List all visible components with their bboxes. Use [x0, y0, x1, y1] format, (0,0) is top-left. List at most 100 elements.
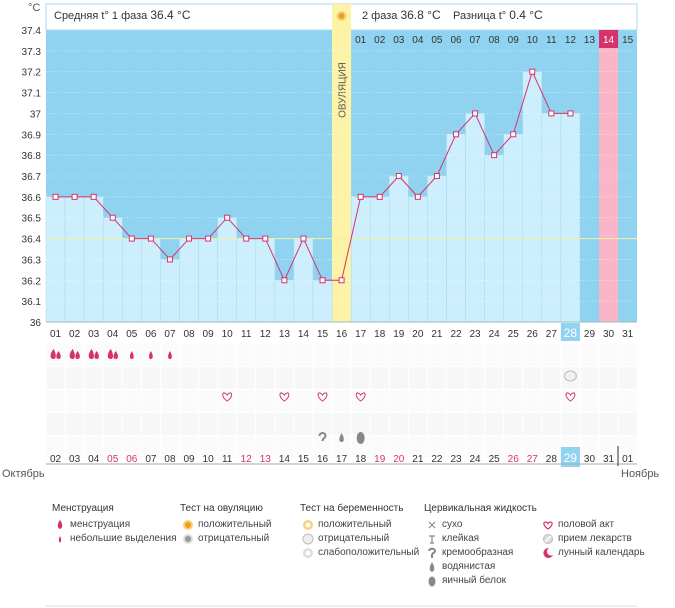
- cycle-day-label: 25: [508, 329, 520, 340]
- cycle-day-label: 20: [412, 329, 424, 340]
- calendar-date-label: 21: [412, 454, 424, 465]
- post-ovulation-day: 11: [546, 35, 557, 46]
- menstruation-heavy-drop: [56, 351, 61, 359]
- phase2-value: 36.8 °C: [400, 8, 441, 22]
- pill-icon: [543, 534, 553, 544]
- calendar-date-label: 17: [336, 454, 348, 465]
- test-negative-icon: [302, 533, 314, 545]
- intercourse-heart-icon: [355, 392, 366, 402]
- diff-value: 0.4 °C: [509, 8, 543, 22]
- cycle-day-label: 01: [50, 329, 62, 340]
- legend-cervical-fluid: Цервикальная жидкость сухо клейкая кремо…: [424, 503, 537, 588]
- calendar-date-label: 29: [564, 451, 578, 465]
- cycle-day-label: 22: [450, 329, 462, 340]
- post-ovulation-day: 05: [431, 35, 443, 46]
- legend-menstruation: Менструация менструация небольшие выделе…: [52, 503, 177, 546]
- temperature-point: [281, 277, 288, 284]
- temperature-point: [147, 235, 154, 242]
- legend-other: половой акт прием лекарств лунный календ…: [540, 518, 645, 560]
- cycle-day-label: 21: [431, 329, 443, 340]
- today-date-cell: [560, 447, 580, 467]
- highlight-band: [599, 30, 619, 322]
- temperature-point: [166, 256, 173, 263]
- menstruation-heavy-drop: [94, 351, 99, 359]
- cycle-day-label: 24: [489, 329, 501, 340]
- cycle-day-label: 16: [336, 329, 348, 340]
- calendar-date-label: 30: [584, 454, 596, 465]
- calendar-date-label: 24: [470, 454, 482, 465]
- calendar-date-label: 08: [164, 454, 176, 465]
- y-tick-label: 37.1: [22, 89, 42, 100]
- calendar-date-label: 18: [355, 454, 367, 465]
- legend-pregnancy-test: Тест на беременность положительный отриц…: [300, 503, 419, 560]
- y-tick-label: 37.3: [22, 47, 42, 58]
- temperature-bar: [160, 259, 180, 323]
- cycle-day-label: 14: [298, 329, 310, 340]
- legend-title: Цервикальная жидкость: [424, 503, 537, 514]
- calendar-date-label: 12: [241, 454, 253, 465]
- temperature-bar: [236, 238, 257, 323]
- ovulation-sun-core: [338, 13, 345, 19]
- temperature-point: [128, 235, 135, 242]
- temperature-point: [243, 235, 250, 242]
- cycle-day-label: 06: [145, 329, 157, 340]
- calendar-date-label: 26: [508, 454, 520, 465]
- temperature-point: [529, 68, 536, 75]
- post-ovulation-day: 07: [470, 35, 482, 46]
- temperature-polyline: [55, 70, 571, 282]
- calendar-date-label: 23: [450, 454, 462, 465]
- legend-item: кремообразная: [424, 546, 537, 560]
- y-tick-label: 37: [30, 109, 42, 120]
- sun-positive-icon: [183, 520, 193, 530]
- calendar-date-label: 01: [622, 454, 634, 465]
- sun-negative-icon: [183, 534, 193, 544]
- marker-rows: [45, 344, 638, 458]
- calendar-date-labels: 02 03 04 05 06 07 08 09 10 11 12 13 14 15 16 17 18 19 20 21…: [50, 447, 634, 467]
- phase1-label: Средняя t° 1 фаза: [54, 10, 148, 22]
- temperature-point: [453, 131, 460, 138]
- temperature-point: [510, 131, 517, 138]
- calendar-date-label: 19: [374, 454, 386, 465]
- temperature-bar: [217, 217, 237, 323]
- legend-item: положительный: [300, 518, 419, 532]
- legend-item: прием лекарств: [540, 532, 645, 546]
- menstruation-heavy-drop: [69, 349, 75, 359]
- cycle-day-label: 10: [222, 329, 234, 340]
- temperature-points: [52, 68, 574, 284]
- marker-row: [46, 390, 637, 412]
- phase1-value: 36.4 °C: [150, 8, 191, 22]
- dry-icon: [428, 521, 436, 529]
- legend-title: Тест на беременность: [300, 503, 404, 514]
- cycle-day-label: 31: [622, 329, 634, 340]
- y-tick-label: 36: [30, 318, 42, 329]
- calendar-date-label: 14: [279, 454, 291, 465]
- egg-white-icon: [356, 432, 365, 444]
- temperature-point: [186, 235, 193, 242]
- watery-icon: [429, 562, 435, 572]
- cycle-day-label: 26: [527, 329, 539, 340]
- menstruation-light-drop: [129, 351, 134, 359]
- calendar-date-label: 20: [393, 454, 405, 465]
- temperature-point: [52, 193, 59, 200]
- temperature-point: [548, 110, 555, 117]
- post-ovulation-day: 03: [393, 35, 405, 46]
- y-tick-label: 36.2: [22, 276, 42, 287]
- intercourse-heart-icon: [565, 392, 576, 402]
- intercourse-heart-icon: [222, 392, 233, 402]
- highlight-column: [599, 30, 619, 322]
- menstruation-light-drop: [168, 351, 172, 359]
- post-ovulation-day: 02: [374, 35, 386, 46]
- y-tick-label: 36.8: [22, 151, 42, 162]
- today-cell: [560, 323, 580, 341]
- cycle-day-label: 27: [546, 329, 558, 340]
- gridlines: [46, 50, 637, 323]
- calendar-date-label: 22: [431, 454, 443, 465]
- marker-icons: [50, 349, 577, 444]
- temperature-bar: [179, 238, 199, 323]
- pregnancy-test-negative-icon: [563, 370, 577, 382]
- temperature-difference: Разница t° 0.4 °C: [453, 8, 543, 22]
- temperature-bar: [446, 134, 466, 323]
- intercourse-heart-icon: [279, 392, 290, 402]
- legend-item: менструация: [52, 518, 177, 532]
- calendar-date-label: 16: [317, 454, 329, 465]
